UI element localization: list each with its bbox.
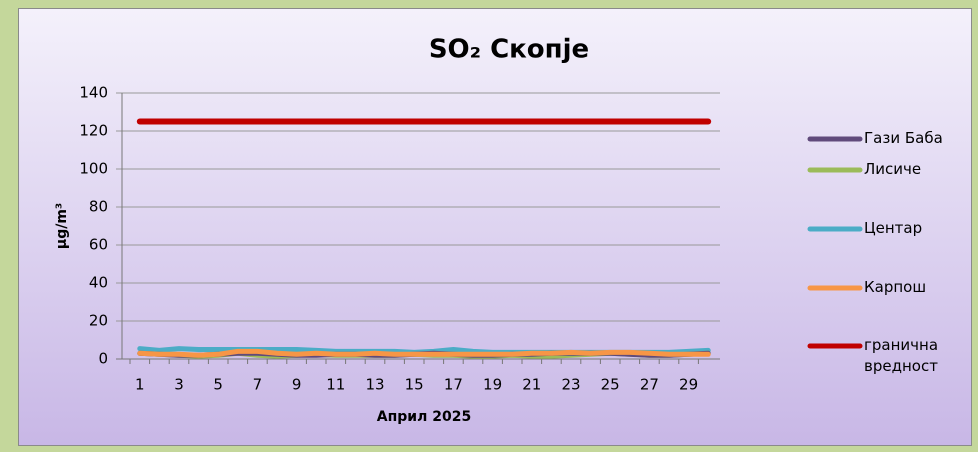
legend-label: Гази Баба	[864, 129, 943, 147]
x-tick-label: 5	[213, 376, 223, 394]
legend-label: Центар	[864, 219, 923, 237]
x-tick-label: 1	[135, 376, 145, 394]
x-tick-label: 17	[444, 376, 463, 394]
x-tick-label: 11	[326, 376, 345, 394]
x-tick-label: 3	[174, 376, 184, 394]
y-axis-label: µg/m³	[54, 203, 70, 249]
y-tick-label: 0	[98, 350, 108, 368]
x-tick-label: 25	[601, 376, 620, 394]
x-tick-label: 7	[253, 376, 263, 394]
y-tick-label: 80	[89, 198, 108, 216]
y-tick-label: 140	[79, 84, 108, 102]
chart-title: SO₂ Скопје	[429, 35, 589, 65]
x-axis-label: Април 2025	[377, 409, 471, 425]
legend-label: Лисиче	[864, 160, 922, 178]
x-tick-label: 13	[365, 376, 384, 394]
y-tick-label: 40	[89, 274, 108, 292]
y-tick-label: 100	[79, 160, 108, 178]
legend-label: гранична вредност	[864, 336, 939, 375]
y-tick-label: 60	[89, 236, 108, 254]
x-tick-label: 27	[640, 376, 659, 394]
x-tick-label: 21	[522, 376, 541, 394]
legend-label: Карпош	[864, 278, 927, 296]
x-tick-label: 23	[561, 376, 580, 394]
series-line	[137, 348, 711, 358]
x-tick-label: 19	[483, 376, 502, 394]
x-tick-label: 15	[405, 376, 424, 394]
y-tick-label: 20	[89, 312, 108, 330]
x-tick-label: 9	[292, 376, 302, 394]
x-tick-label: 29	[679, 376, 698, 394]
y-tick-label: 120	[79, 122, 108, 140]
